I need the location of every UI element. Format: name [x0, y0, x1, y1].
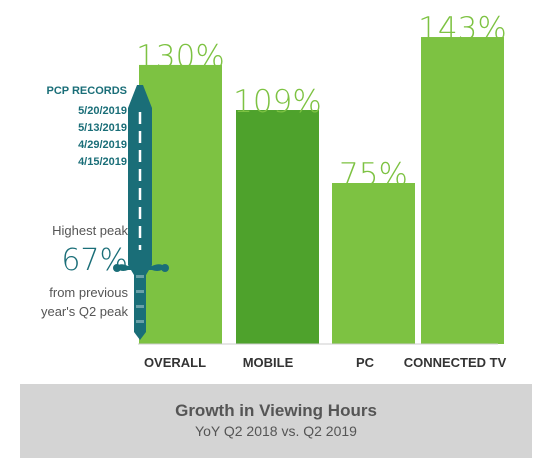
peak-note-value: 67% — [61, 243, 128, 278]
category-label: PC — [356, 355, 375, 370]
bar-value-label: 109% — [233, 84, 322, 120]
pcp-date-1: 5/20/2019 — [78, 105, 127, 117]
chart-title: Growth in Viewing Hours — [20, 401, 532, 421]
category-labels: OVERALL MOBILE PC CONNECTED TV — [144, 355, 507, 370]
pcp-date-4: 4/15/2019 — [78, 156, 127, 168]
pcp-records-title: PCP RECORDS — [47, 85, 127, 97]
bar-mobile — [236, 110, 319, 344]
pcp-date-2: 5/13/2019 — [78, 122, 127, 134]
chart-subtitle: YoY Q2 2018 vs. Q2 2019 — [20, 423, 532, 439]
bar-pc — [332, 183, 415, 344]
pcp-date-3: 4/29/2019 — [78, 139, 127, 151]
category-label: OVERALL — [144, 355, 206, 370]
category-label: CONNECTED TV — [404, 355, 507, 370]
viewing-hours-chart: 130%109% 75% 143% OVERALL MOBILE PC CONNECTED… — [0, 0, 550, 380]
bar-value-label: 130% — [136, 39, 225, 75]
peak-note-line2: from previous — [49, 285, 128, 300]
chart-caption-box: Growth in Viewing Hours YoY Q2 2018 vs. … — [20, 384, 532, 458]
bar-value-label: 143% — [418, 11, 507, 47]
bar-connected-tv — [421, 37, 504, 344]
bar-value-label: 75% — [339, 157, 408, 193]
peak-note-line1: Highest peak — [52, 223, 128, 238]
peak-note-line3: year's Q2 peak — [41, 304, 129, 319]
category-label: MOBILE — [243, 355, 294, 370]
